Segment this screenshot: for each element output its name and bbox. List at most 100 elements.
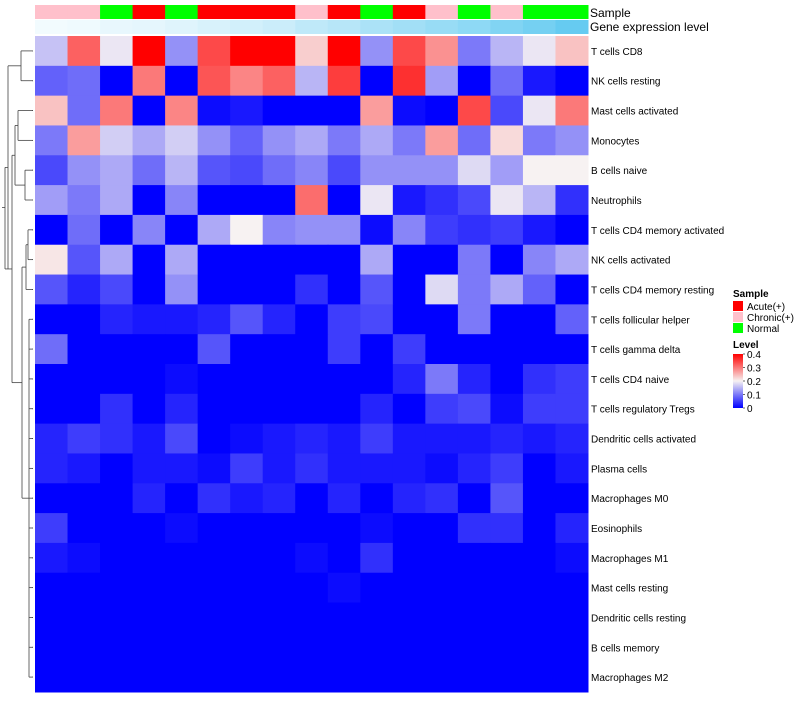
- heatmap-cell: [132, 364, 166, 395]
- heatmap-cell: [132, 423, 166, 454]
- row-label: Neutrophils: [591, 196, 642, 207]
- sample-cell: [522, 5, 556, 19]
- heatmap-cell: [262, 304, 296, 335]
- heatmap-cell: [522, 65, 556, 97]
- heatmap-cell: [67, 483, 101, 514]
- heatmap-cell: [197, 185, 231, 216]
- heatmap-cell: [555, 214, 589, 246]
- heatmap-cell: [165, 393, 199, 425]
- level-tick-label: 0: [747, 404, 753, 415]
- heatmap-cell: [67, 393, 101, 425]
- heatmap-cell: [425, 632, 459, 663]
- heatmap-cell: [327, 632, 361, 663]
- legend-swatch: [733, 312, 743, 322]
- heatmap-cell: [425, 185, 459, 216]
- heatmap-cell: [360, 304, 394, 335]
- level-tick-label: 0.3: [747, 364, 761, 375]
- heatmap-cell: [35, 125, 69, 156]
- heatmap-cell: [360, 334, 394, 365]
- heatmap-cell: [100, 662, 134, 693]
- row-label: Dendritic cells activated: [591, 435, 696, 446]
- heatmap-cell: [230, 304, 264, 335]
- heatmap-cell: [230, 572, 264, 604]
- heatmap-cell: [457, 513, 491, 544]
- heatmap-cell: [555, 334, 589, 365]
- heatmap-cell: [100, 483, 134, 514]
- heatmap-cell: [197, 244, 231, 276]
- gene-level-cell: [457, 20, 491, 34]
- heatmap-cell: [165, 542, 199, 574]
- heatmap-cell: [262, 423, 296, 454]
- heatmap-cell: [555, 393, 589, 425]
- heatmap-cell: [295, 185, 329, 216]
- heatmap-cell: [425, 95, 459, 126]
- heatmap-cell: [522, 214, 556, 246]
- heatmap-cell: [490, 155, 524, 186]
- gene-level-cell: [67, 20, 101, 34]
- heatmap-cell: [165, 274, 199, 305]
- heatmap-cell: [67, 453, 101, 484]
- sample-cell: [457, 5, 491, 19]
- heatmap-cell: [392, 632, 426, 663]
- heatmap-cell: [67, 423, 101, 454]
- gene-level-cell: [35, 20, 69, 34]
- heatmap-cell: [425, 423, 459, 454]
- heatmap-cell: [67, 274, 101, 305]
- heatmap-cell: [457, 662, 491, 693]
- heatmap-cell: [555, 36, 589, 67]
- sample-cell: [35, 5, 69, 19]
- heatmap-cell: [457, 483, 491, 514]
- row-dendrogram: [2, 50, 33, 678]
- row-label: Mast cells resting: [591, 584, 668, 595]
- row-label: NK cells resting: [591, 77, 660, 88]
- heatmap-cell: [457, 572, 491, 604]
- gene-level-cell: [392, 20, 426, 34]
- heatmap-cell: [555, 423, 589, 454]
- heatmap-cell: [425, 483, 459, 514]
- heatmap-cell: [555, 274, 589, 305]
- heatmap-cell: [327, 274, 361, 305]
- heatmap-cell: [425, 513, 459, 544]
- heatmap-cell: [197, 95, 231, 126]
- heatmap-cell: [522, 36, 556, 67]
- heatmap-cell: [295, 572, 329, 604]
- heatmap-cell: [425, 602, 459, 633]
- heatmap-cell: [327, 513, 361, 544]
- heatmap-cell: [262, 274, 296, 305]
- heatmap-cell: [165, 244, 199, 276]
- heatmap-cell: [327, 185, 361, 216]
- heatmap-cell: [522, 662, 556, 693]
- heatmap-cell: [295, 632, 329, 663]
- heatmap-cell: [35, 632, 69, 663]
- heatmap-cell: [67, 542, 101, 574]
- heatmap-cell: [360, 95, 394, 126]
- heatmap-cell: [555, 632, 589, 663]
- heatmap-cell: [197, 632, 231, 663]
- heatmap-cell: [230, 36, 264, 67]
- heatmap-cell: [555, 572, 589, 604]
- heatmap-cell: [295, 513, 329, 544]
- heatmap-cell: [327, 65, 361, 97]
- heatmap-cell: [132, 304, 166, 335]
- heatmap-cell: [295, 304, 329, 335]
- heatmap-cell: [425, 393, 459, 425]
- heatmap-cell: [555, 95, 589, 126]
- heatmap-cell: [295, 95, 329, 126]
- row-label: T cells CD4 memory resting: [591, 285, 714, 296]
- heatmap-cell: [555, 364, 589, 395]
- heatmap-cell: [165, 155, 199, 186]
- heatmap-cell: [425, 304, 459, 335]
- sample-cell: [555, 5, 589, 19]
- legend-level-title: Level: [733, 340, 759, 351]
- level-tick-label: 0.2: [747, 377, 761, 388]
- heatmap-cell: [67, 513, 101, 544]
- heatmap-cell: [392, 453, 426, 484]
- heatmap-cell: [425, 364, 459, 395]
- heatmap-cell: [35, 274, 69, 305]
- heatmap-cell: [490, 602, 524, 633]
- heatmap-cell: [457, 244, 491, 276]
- gene-bar-label: Gene expression level: [590, 20, 709, 34]
- heatmap-cell: [100, 36, 134, 67]
- heatmap-cell: [295, 662, 329, 693]
- heatmap-cell: [132, 602, 166, 633]
